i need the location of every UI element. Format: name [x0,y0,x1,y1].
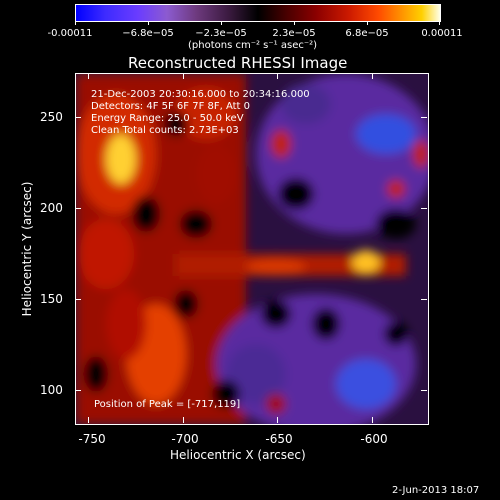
x-tick [183,73,184,79]
x-tick [372,417,373,423]
y-tick [75,117,81,118]
y-tick [75,390,81,391]
y-tick [421,117,427,118]
colorbar-tick [294,21,295,25]
colorbar-tick-label: -0.00011 [47,28,93,39]
y-tick [421,299,427,300]
rhessi-image: 21-Dec-2003 20:30:16.000 to 20:34:16.000… [75,73,429,425]
colorbar-tick-label: −6.8e−05 [122,28,174,39]
y-tick-label: 250 [40,110,63,124]
colorbar-tick-label: 6.8e−05 [345,28,389,39]
colorbar-tick [75,21,76,25]
x-tick [88,417,89,423]
colorbar-tick [439,21,440,25]
colorbar-units: (photons cm⁻² s⁻¹ asec⁻²) [188,40,318,51]
footer-date: 2-Jun-2013 18:07 [392,485,480,496]
colorbar-tick-label: 0.00011 [421,28,463,39]
y-tick [421,208,427,209]
x-axis-title: Heliocentric X (arcsec) [170,448,306,462]
x-tick-label: -700 [171,432,199,446]
y-axis-title: Heliocentric Y (arcsec) [20,181,34,317]
info-energy: Energy Range: 25.0 - 50.0 keV [91,113,244,124]
info-counts: Clean Total counts: 2.73E+03 [91,125,239,136]
x-tick [277,417,278,423]
colorbar-tick [221,21,222,25]
info-date: 21-Dec-2003 20:30:16.000 to 20:34:16.000 [91,89,310,100]
y-tick [75,299,81,300]
x-tick [183,417,184,423]
colorbar-tick [367,21,368,25]
x-tick [88,73,89,79]
x-tick [372,73,373,79]
colorbar-tick [148,21,149,25]
y-tick-label: 150 [40,292,63,306]
y-tick [421,390,427,391]
x-tick [277,73,278,79]
peak-position: Position of Peak = [-717,119] [94,399,241,410]
colorbar [75,4,441,22]
y-tick [75,208,81,209]
colorbar-tick-label: 2.3e−05 [272,28,316,39]
plot-title: Reconstructed RHESSI Image [128,54,348,72]
y-tick-label: 100 [40,383,63,397]
colorbar-tick-label: −2.3e−05 [195,28,247,39]
x-tick-label: -650 [265,432,293,446]
y-tick-label: 200 [40,201,63,215]
x-tick-label: -750 [78,432,106,446]
info-detectors: Detectors: 4F 5F 6F 7F 8F, Att 0 [91,101,251,112]
x-tick-label: -600 [360,432,388,446]
